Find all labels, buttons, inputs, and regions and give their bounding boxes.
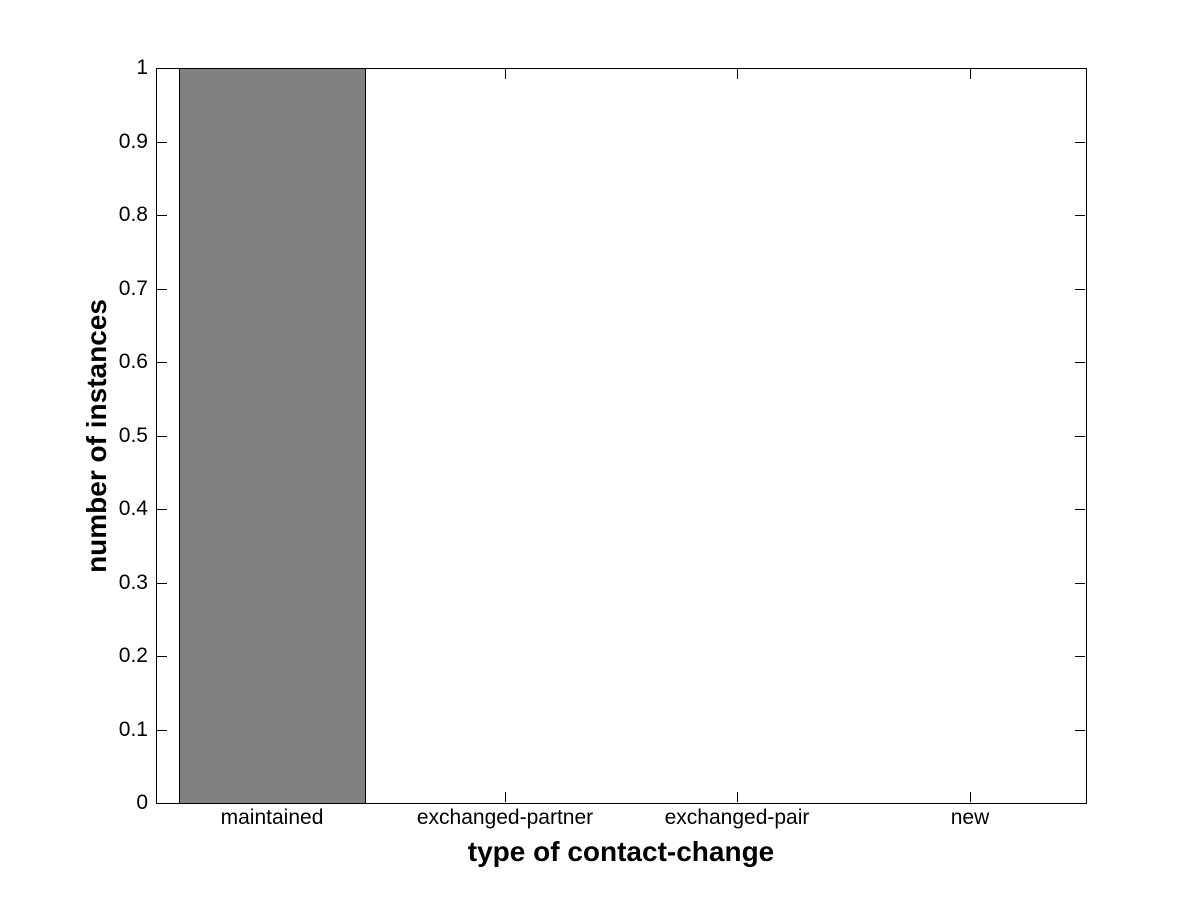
x-tick-mark-bottom	[737, 792, 738, 802]
x-tick-mark-bottom	[505, 792, 506, 802]
x-tick-label: new	[950, 806, 990, 829]
x-axis-label: type of contact-change	[467, 836, 775, 867]
y-tick-mark-left	[157, 68, 167, 69]
y-tick-mark-right	[1075, 583, 1085, 584]
y-tick-mark-left	[157, 803, 167, 804]
y-tick-label: 0.6	[118, 350, 148, 374]
y-tick-mark-right	[1075, 142, 1085, 143]
y-tick-mark-left	[157, 142, 167, 143]
y-tick-mark-left	[157, 509, 167, 510]
x-tick-mark-top	[505, 69, 506, 79]
y-tick-mark-left	[157, 289, 167, 290]
x-tick-label: exchanged-partner	[416, 806, 594, 829]
y-tick-label: 0.3	[118, 571, 148, 595]
y-tick-mark-right	[1075, 289, 1085, 290]
y-tick-mark-left	[157, 656, 167, 657]
x-tick-mark-bottom	[970, 792, 971, 802]
x-tick-mark-top	[970, 69, 971, 79]
y-tick-mark-right	[1075, 803, 1085, 804]
x-tick-label: maintained	[220, 806, 324, 829]
y-tick-mark-right	[1075, 362, 1085, 363]
y-tick-mark-right	[1075, 215, 1085, 216]
y-tick-mark-right	[1075, 509, 1085, 510]
bar-maintained	[179, 68, 366, 804]
y-tick-label: 0.1	[118, 718, 148, 742]
y-tick-mark-right	[1075, 436, 1085, 437]
y-tick-label: 0.2	[118, 644, 148, 668]
x-tick-mark-top	[737, 69, 738, 79]
y-tick-mark-left	[157, 583, 167, 584]
y-tick-mark-left	[157, 362, 167, 363]
y-tick-label: 0.8	[118, 203, 148, 227]
y-tick-mark-right	[1075, 730, 1085, 731]
y-tick-mark-left	[157, 436, 167, 437]
y-tick-mark-left	[157, 730, 167, 731]
y-tick-mark-left	[157, 215, 167, 216]
y-tick-label: 0.7	[118, 277, 148, 301]
y-tick-mark-right	[1075, 68, 1085, 69]
y-tick-label: 0.4	[118, 497, 148, 521]
y-tick-mark-right	[1075, 656, 1085, 657]
y-tick-label: 1	[136, 56, 148, 80]
y-tick-label: 0	[136, 791, 148, 815]
y-tick-label: 0.5	[118, 424, 148, 448]
y-tick-label: 0.9	[118, 130, 148, 154]
x-tick-label: exchanged-pair	[664, 806, 810, 829]
